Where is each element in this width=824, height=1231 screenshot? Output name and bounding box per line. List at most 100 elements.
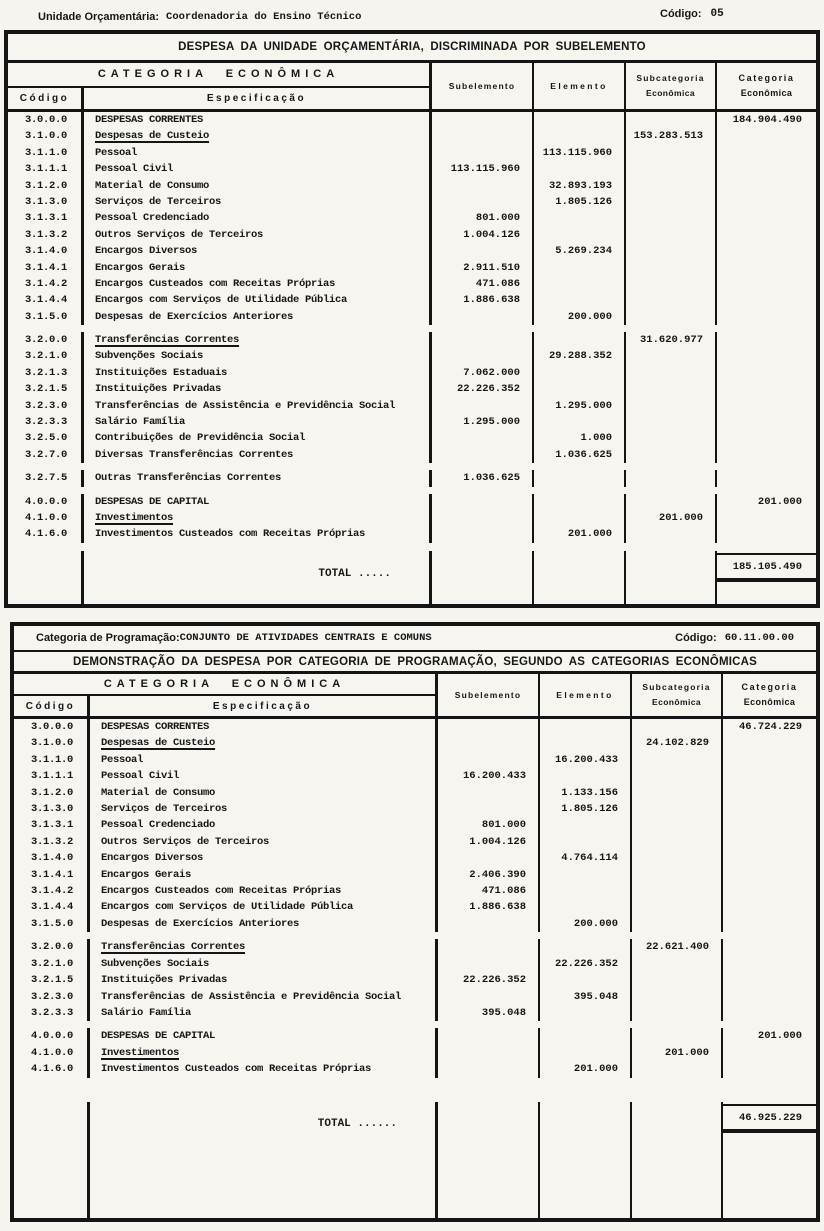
cell-categoria	[717, 210, 816, 226]
cell-especificacao: Pessoal Civil	[90, 768, 438, 785]
cell-elemento: 5.269.234	[534, 243, 626, 260]
cell-subcategoria	[626, 243, 717, 260]
unit-value: Coordenadoria do Ensino Técnico	[166, 11, 362, 23]
cell-subelemento: 1.886.638	[438, 899, 540, 916]
cell-especificacao: DESPESAS DE CAPITAL	[90, 1028, 438, 1045]
table-row: 3.1.1.1 Pessoal Civil 16.200.433	[14, 768, 816, 785]
table-row: 3.1.4.0 Encargos Diversos 4.764.114	[14, 850, 816, 867]
cell-subelemento: 22.226.352	[438, 972, 540, 989]
cell-especificacao: Encargos com Serviços de Utilidade Públi…	[90, 899, 438, 916]
cell-categoria	[717, 260, 816, 276]
cell-elemento	[540, 1004, 632, 1022]
cell-elemento	[534, 226, 626, 244]
cell-categoria	[717, 526, 816, 542]
table-row: 3.2.3.3 Salário Família 395.048	[14, 1004, 816, 1022]
cell-elemento	[540, 866, 632, 884]
cell-categoria	[723, 1045, 816, 1061]
cell-categoria: 46.724.229	[738, 721, 802, 733]
cell-elemento	[540, 939, 632, 956]
cell-codigo: 3.1.3.0	[8, 193, 84, 211]
cell-subelemento	[432, 243, 534, 260]
cell-subcategoria	[632, 719, 723, 736]
cell-especificacao: Transferências Correntes	[90, 939, 438, 956]
cell-subelemento	[438, 801, 540, 818]
table-row: 3.2.1.0 Subvenções Sociais 22.226.352	[14, 955, 816, 973]
cell-subcategoria	[632, 1004, 723, 1022]
table-row: 3.1.4.2 Encargos Custeados com Receitas P…	[14, 883, 816, 900]
table-row: 3.2.7.5 Outras Transferências Correntes 1.…	[8, 470, 816, 487]
cell-especificacao: Salário Família	[90, 1004, 438, 1022]
cell-especificacao: Despesas de Custeio	[90, 735, 438, 752]
cell-categoria: 201.000	[757, 495, 802, 508]
cell-codigo: 3.2.1.3	[8, 364, 84, 382]
cell-especificacao: DESPESAS DE CAPITAL	[84, 493, 432, 510]
cell-codigo: 3.2.3.3	[14, 1004, 90, 1022]
cell-elemento: 32.893.193	[534, 177, 626, 194]
cell-subcategoria	[626, 430, 717, 447]
cell-subelemento: 7.062.000	[432, 364, 534, 382]
cell-subcategoria	[632, 899, 723, 916]
cell-codigo: 3.1.5.0	[8, 308, 84, 326]
cell-categoria: 184.904.490	[732, 114, 802, 126]
cell-subelemento	[438, 988, 540, 1005]
cell-subcategoria	[626, 446, 717, 464]
cell-especificacao: Instituições Privadas	[90, 972, 438, 989]
cell-categoria	[717, 348, 816, 364]
cell-categoria	[723, 850, 816, 866]
cell-elemento: 1.295.000	[534, 397, 626, 415]
total-label: TOTAL ......	[90, 1101, 438, 1148]
cell-categoria	[717, 227, 816, 243]
cell-especificacao: Diversas Transferências Correntes	[84, 446, 432, 464]
table-row: 3.1.1.0 Pessoal 16.200.433	[14, 751, 816, 769]
cell-categoria	[723, 989, 816, 1005]
cell-codigo: 3.1.4.4	[14, 899, 90, 916]
cell-especificacao: Pessoal Credenciado	[84, 210, 432, 227]
table-row: 3.2.1.5 Instituições Privadas 22.226.352	[8, 381, 816, 398]
cell-codigo: 3.1.1.1	[14, 768, 90, 785]
cell-especificacao: DESPESAS CORRENTES	[90, 719, 438, 736]
table-row: 3.1.3.1 Pessoal Credenciado 801.000	[8, 210, 816, 227]
table-row: 3.2.7.0 Diversas Transferências Correntes…	[8, 446, 816, 464]
cell-categoria	[717, 414, 816, 430]
table1-filler	[8, 596, 816, 604]
cell-subcategoria	[626, 526, 717, 543]
cell-elemento	[534, 112, 626, 129]
cell-codigo: 3.1.0.0	[14, 735, 90, 752]
cell-elemento	[540, 1044, 632, 1062]
table-row: 3.2.0.0 Transferências Correntes 31.620.97…	[8, 332, 816, 349]
cell-especificacao: Salário Família	[84, 414, 432, 431]
cell-especificacao: Encargos Diversos	[90, 850, 438, 867]
cell-elemento	[534, 414, 626, 431]
cell-subelemento: 113.115.960	[432, 161, 534, 178]
table1-body: 3.0.0.0 DESPESAS CORRENTES 184.904.490 3.1.…	[8, 112, 816, 604]
cell-categoria	[717, 292, 816, 308]
cell-especificacao: Outros Serviços de Terceiros	[90, 833, 438, 851]
table-row: 3.1.3.0 Serviços de Terceiros 1.805.126	[14, 801, 816, 818]
cell-subcategoria	[626, 292, 717, 309]
cell-subcategoria	[626, 112, 717, 129]
table1-title: DESPESA DA UNIDADE ORÇAMENTÁRIA, DISCRIM…	[8, 34, 816, 63]
cell-subelemento	[438, 735, 540, 752]
cell-categoria	[717, 243, 816, 259]
table2-code-label: Código:	[675, 632, 717, 644]
cell-elemento	[534, 470, 626, 487]
cell-elemento	[534, 259, 626, 276]
col-categoria-header: Categoria Econômica	[741, 682, 798, 707]
categoria-economica-header: CATEGORIA ECONÔMICA	[8, 63, 429, 88]
cell-categoria	[723, 916, 816, 932]
cell-subelemento	[438, 719, 540, 736]
cell-categoria	[723, 817, 816, 833]
cell-elemento	[534, 161, 626, 178]
cell-codigo: 3.1.3.2	[14, 833, 90, 851]
cell-codigo: 3.1.0.0	[8, 128, 84, 145]
cell-especificacao: Encargos com Serviços de Utilidade Públi…	[84, 292, 432, 309]
cell-codigo: 3.1.3.1	[8, 210, 84, 227]
cell-subcategoria: 201.000	[626, 509, 717, 527]
table-row: 4.0.0.0 DESPESAS DE CAPITAL 201.000	[8, 493, 816, 510]
cell-especificacao: Subvenções Sociais	[84, 348, 432, 365]
cell-especificacao: Contribuições de Previdência Social	[84, 430, 432, 447]
cell-categoria	[723, 834, 816, 850]
table-row: 3.1.2.0 Material de Consumo 1.133.156	[14, 784, 816, 802]
cell-subcategoria	[626, 493, 717, 510]
cell-elemento: 1.000	[534, 430, 626, 447]
